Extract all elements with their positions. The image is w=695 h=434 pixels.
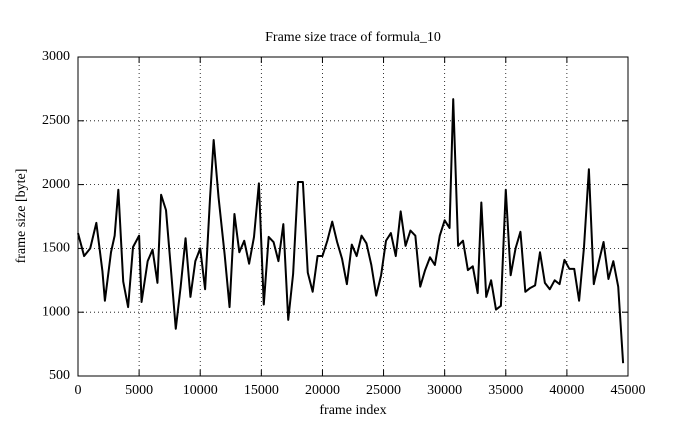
plot-frame — [77, 56, 629, 377]
x-tick-label: 35000 — [488, 383, 523, 398]
x-tick-label: 25000 — [366, 383, 401, 398]
y-tick-label: 1500 — [42, 241, 70, 256]
x-tick-label: 10000 — [183, 383, 218, 398]
y-tick-label: 3000 — [42, 49, 70, 64]
y-tick-label: 2000 — [42, 177, 70, 192]
y-axis-label: frame size [byte] — [14, 169, 29, 264]
x-tick-label: 40000 — [549, 383, 584, 398]
x-tick-label: 20000 — [305, 383, 340, 398]
x-tick-label: 45000 — [611, 383, 646, 398]
x-tick-label: 15000 — [244, 383, 279, 398]
y-tick-label: 1000 — [42, 304, 70, 319]
x-axis-label: frame index — [319, 403, 386, 418]
y-tick-label: 2500 — [42, 113, 70, 128]
y-tick-label: 500 — [49, 368, 70, 383]
data-line — [77, 98, 625, 364]
x-tick-label: 5000 — [125, 383, 153, 398]
x-tick-label: 0 — [75, 383, 82, 398]
chart-title: Frame size trace of formula_10 — [265, 30, 441, 45]
x-tick-label: 30000 — [427, 383, 462, 398]
